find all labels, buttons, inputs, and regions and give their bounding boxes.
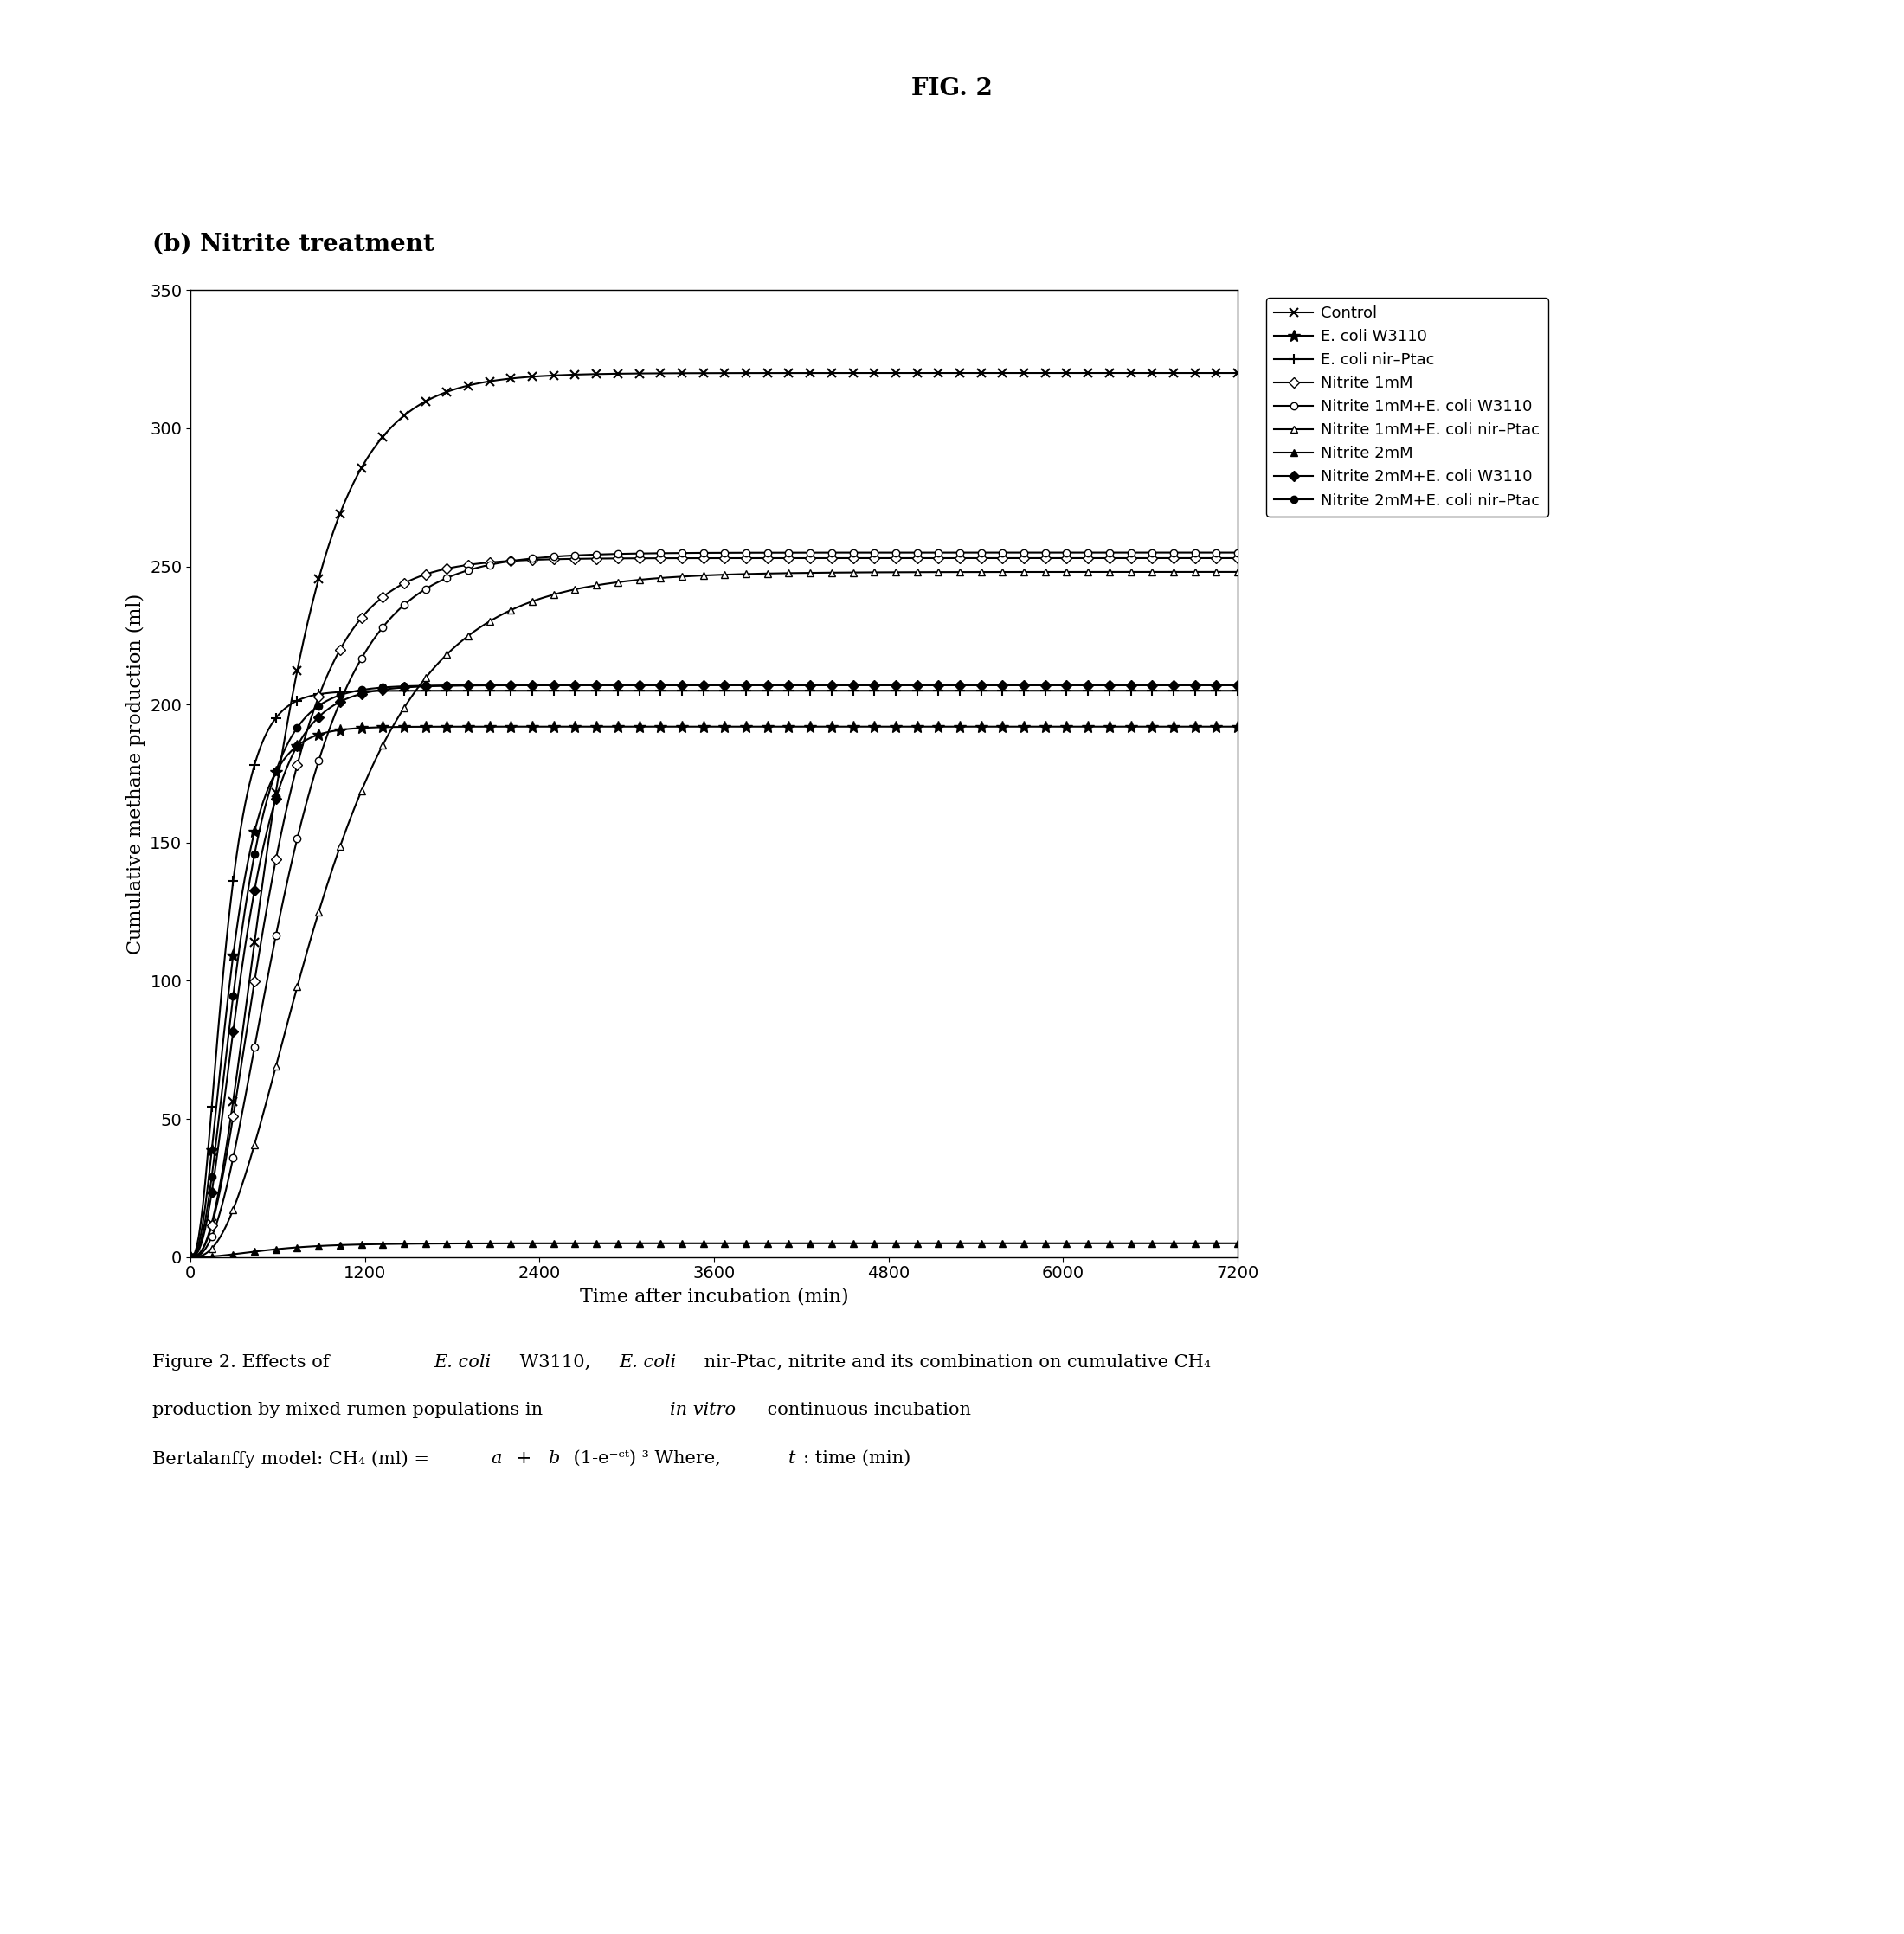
Text: continuous incubation: continuous incubation xyxy=(762,1402,971,1420)
Text: FIG. 2: FIG. 2 xyxy=(912,77,992,101)
Text: nir-Ptac, nitrite and its combination on cumulative CH₄: nir-Ptac, nitrite and its combination on… xyxy=(699,1354,1211,1371)
Text: (1-e⁻ᶜᵗ) ³ Where,: (1-e⁻ᶜᵗ) ³ Where, xyxy=(567,1450,725,1468)
Text: +: + xyxy=(510,1450,537,1468)
Text: Figure 2. Effects of: Figure 2. Effects of xyxy=(152,1354,335,1371)
Text: t: t xyxy=(788,1450,796,1468)
X-axis label: Time after incubation (min): Time after incubation (min) xyxy=(579,1286,849,1305)
Text: E. coli: E. coli xyxy=(434,1354,491,1371)
Text: a: a xyxy=(491,1450,503,1468)
Text: production by mixed rumen populations in: production by mixed rumen populations in xyxy=(152,1402,548,1420)
Text: E. coli: E. coli xyxy=(619,1354,676,1371)
Text: : time (min): : time (min) xyxy=(803,1450,910,1468)
Text: in vitro: in vitro xyxy=(670,1402,737,1420)
Text: Bertalanffy model: CH₄ (ml) =: Bertalanffy model: CH₄ (ml) = xyxy=(152,1450,434,1468)
Y-axis label: Cumulative methane production (ml): Cumulative methane production (ml) xyxy=(126,594,145,953)
Text: b: b xyxy=(548,1450,560,1468)
Legend: Control, E. coli W3110, E. coli nir–Ptac, Nitrite 1mM, Nitrite 1mM+E. coli W3110: Control, E. coli W3110, E. coli nir–Ptac… xyxy=(1266,298,1548,516)
Text: (b) Nitrite treatment: (b) Nitrite treatment xyxy=(152,232,434,255)
Text: W3110,: W3110, xyxy=(514,1354,596,1371)
